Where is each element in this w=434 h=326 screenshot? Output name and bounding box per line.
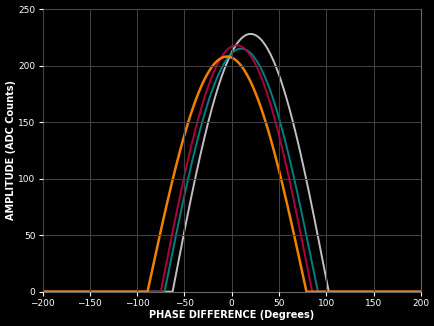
X-axis label: PHASE DIFFERENCE (Degrees): PHASE DIFFERENCE (Degrees) <box>149 310 314 320</box>
Y-axis label: AMPLITUDE (ADC Counts): AMPLITUDE (ADC Counts) <box>6 81 16 220</box>
